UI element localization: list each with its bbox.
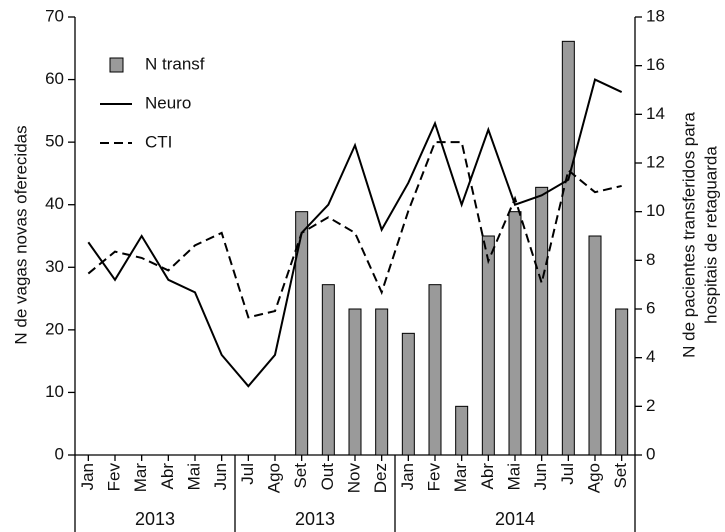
y2-tick-label: 4	[646, 347, 655, 366]
x-tick-label: Abr	[478, 463, 497, 490]
x-tick-label: Set	[291, 463, 310, 489]
y-tick-label: 20	[45, 319, 64, 338]
x-tick-label: Abr	[158, 463, 177, 490]
x-tick-label: Jul	[558, 463, 577, 485]
y2-axis-label: N de pacientes transferidos para	[679, 112, 698, 358]
y2-axis-label: hospitais de retaguarda	[701, 146, 720, 324]
group-label: 2013	[295, 509, 335, 529]
x-tick-label: Jan	[398, 463, 417, 490]
bar	[481, 235, 495, 456]
bar	[588, 235, 602, 456]
x-tick-label: Ago	[584, 463, 603, 493]
x-tick-label: Mar	[131, 463, 150, 493]
y-tick-label: 30	[45, 257, 64, 276]
bar	[375, 308, 389, 456]
x-tick-label: Set	[611, 463, 630, 489]
bar	[348, 308, 362, 456]
y2-tick-label: 18	[646, 6, 665, 25]
x-tick-label: Fev	[424, 463, 443, 492]
y2-tick-label: 10	[646, 201, 665, 220]
x-tick-label: Mar	[451, 463, 470, 493]
y-tick-label: 10	[45, 382, 64, 401]
group-label: 2014	[495, 509, 535, 529]
y2-tick-label: 12	[646, 152, 665, 171]
x-tick-label: Fev	[104, 463, 123, 492]
x-tick-label: Jun	[211, 463, 230, 490]
x-tick-label: Out	[318, 463, 337, 491]
bar	[615, 308, 629, 456]
x-tick-label: Jan	[78, 463, 97, 490]
x-tick-label: Nov	[344, 463, 363, 494]
x-tick-label: Jun	[531, 463, 550, 490]
group-label: 2013	[135, 509, 175, 529]
bar	[428, 284, 442, 456]
y-tick-label: 0	[55, 444, 64, 463]
x-tick-label: Jul	[238, 463, 257, 485]
x-tick-label: Mai	[184, 463, 203, 490]
x-tick-label: Mai	[504, 463, 523, 490]
bar	[295, 211, 309, 456]
y-tick-label: 40	[45, 194, 64, 213]
y2-tick-label: 0	[646, 444, 655, 463]
y2-tick-label: 14	[646, 104, 665, 123]
x-tick-label: Ago	[264, 463, 283, 493]
y-tick-label: 50	[45, 132, 64, 151]
y-tick-label: 60	[45, 69, 64, 88]
y2-tick-label: 16	[646, 55, 665, 74]
bar	[455, 405, 469, 456]
bar	[561, 40, 575, 456]
bar	[401, 332, 415, 456]
bar	[508, 211, 522, 456]
y2-tick-label: 8	[646, 250, 655, 269]
y-axis-label: N de vagas novas oferecidas	[11, 125, 30, 344]
y2-tick-label: 6	[646, 298, 655, 317]
legend-label: CTI	[145, 132, 172, 151]
y2-tick-label: 2	[646, 396, 655, 415]
line-1	[87, 78, 623, 388]
legend-label: Neuro	[145, 93, 191, 112]
y-tick-label: 70	[45, 6, 64, 25]
legend-swatch	[109, 57, 124, 73]
bar	[535, 186, 549, 456]
bar	[321, 284, 335, 456]
x-tick-label: Dez	[371, 463, 390, 493]
legend-label: N transf	[145, 54, 205, 73]
line-2	[87, 141, 622, 319]
